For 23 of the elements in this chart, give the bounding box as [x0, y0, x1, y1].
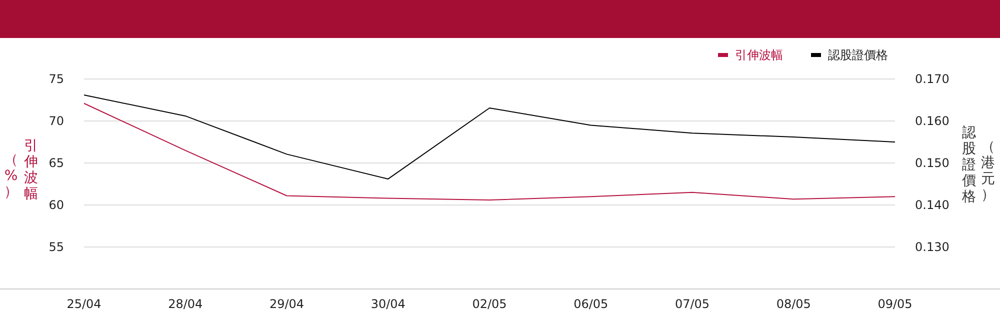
- x-tick-label: 30/04: [370, 297, 406, 311]
- y-tick-label: 75: [48, 72, 64, 86]
- y2-tick-label: 0.170: [915, 72, 950, 86]
- legend-label: 認股證價格: [828, 48, 888, 62]
- x-tick-label: 28/04: [168, 297, 203, 311]
- legend-label: 引伸波幅: [735, 48, 783, 62]
- x-tick-label: 06/05: [574, 297, 608, 311]
- y-tick-label: 65: [48, 156, 64, 170]
- x-tick-label: 29/04: [269, 297, 304, 311]
- y-tick-label: 55: [48, 240, 64, 254]
- x-tick-label: 25/04: [66, 297, 102, 311]
- y-axis-title: 引伸波幅（%）: [4, 138, 38, 202]
- y-tick-label: 60: [48, 198, 64, 212]
- y2-tick-label: 0.160: [915, 114, 950, 128]
- y2-tick-label: 0.150: [915, 156, 950, 170]
- x-tick-label: 08/05: [776, 297, 811, 311]
- x-tick-label: 02/05: [472, 297, 507, 311]
- x-tick-label: 09/05: [878, 297, 912, 311]
- y-tick-label: 70: [48, 114, 64, 128]
- y2-tick-label: 0.130: [915, 240, 950, 254]
- y2-axis-title: 認股證價格（港元）: [962, 125, 995, 205]
- x-tick-label: 07/05: [674, 297, 710, 311]
- y2-tick-label: 0.140: [915, 198, 950, 212]
